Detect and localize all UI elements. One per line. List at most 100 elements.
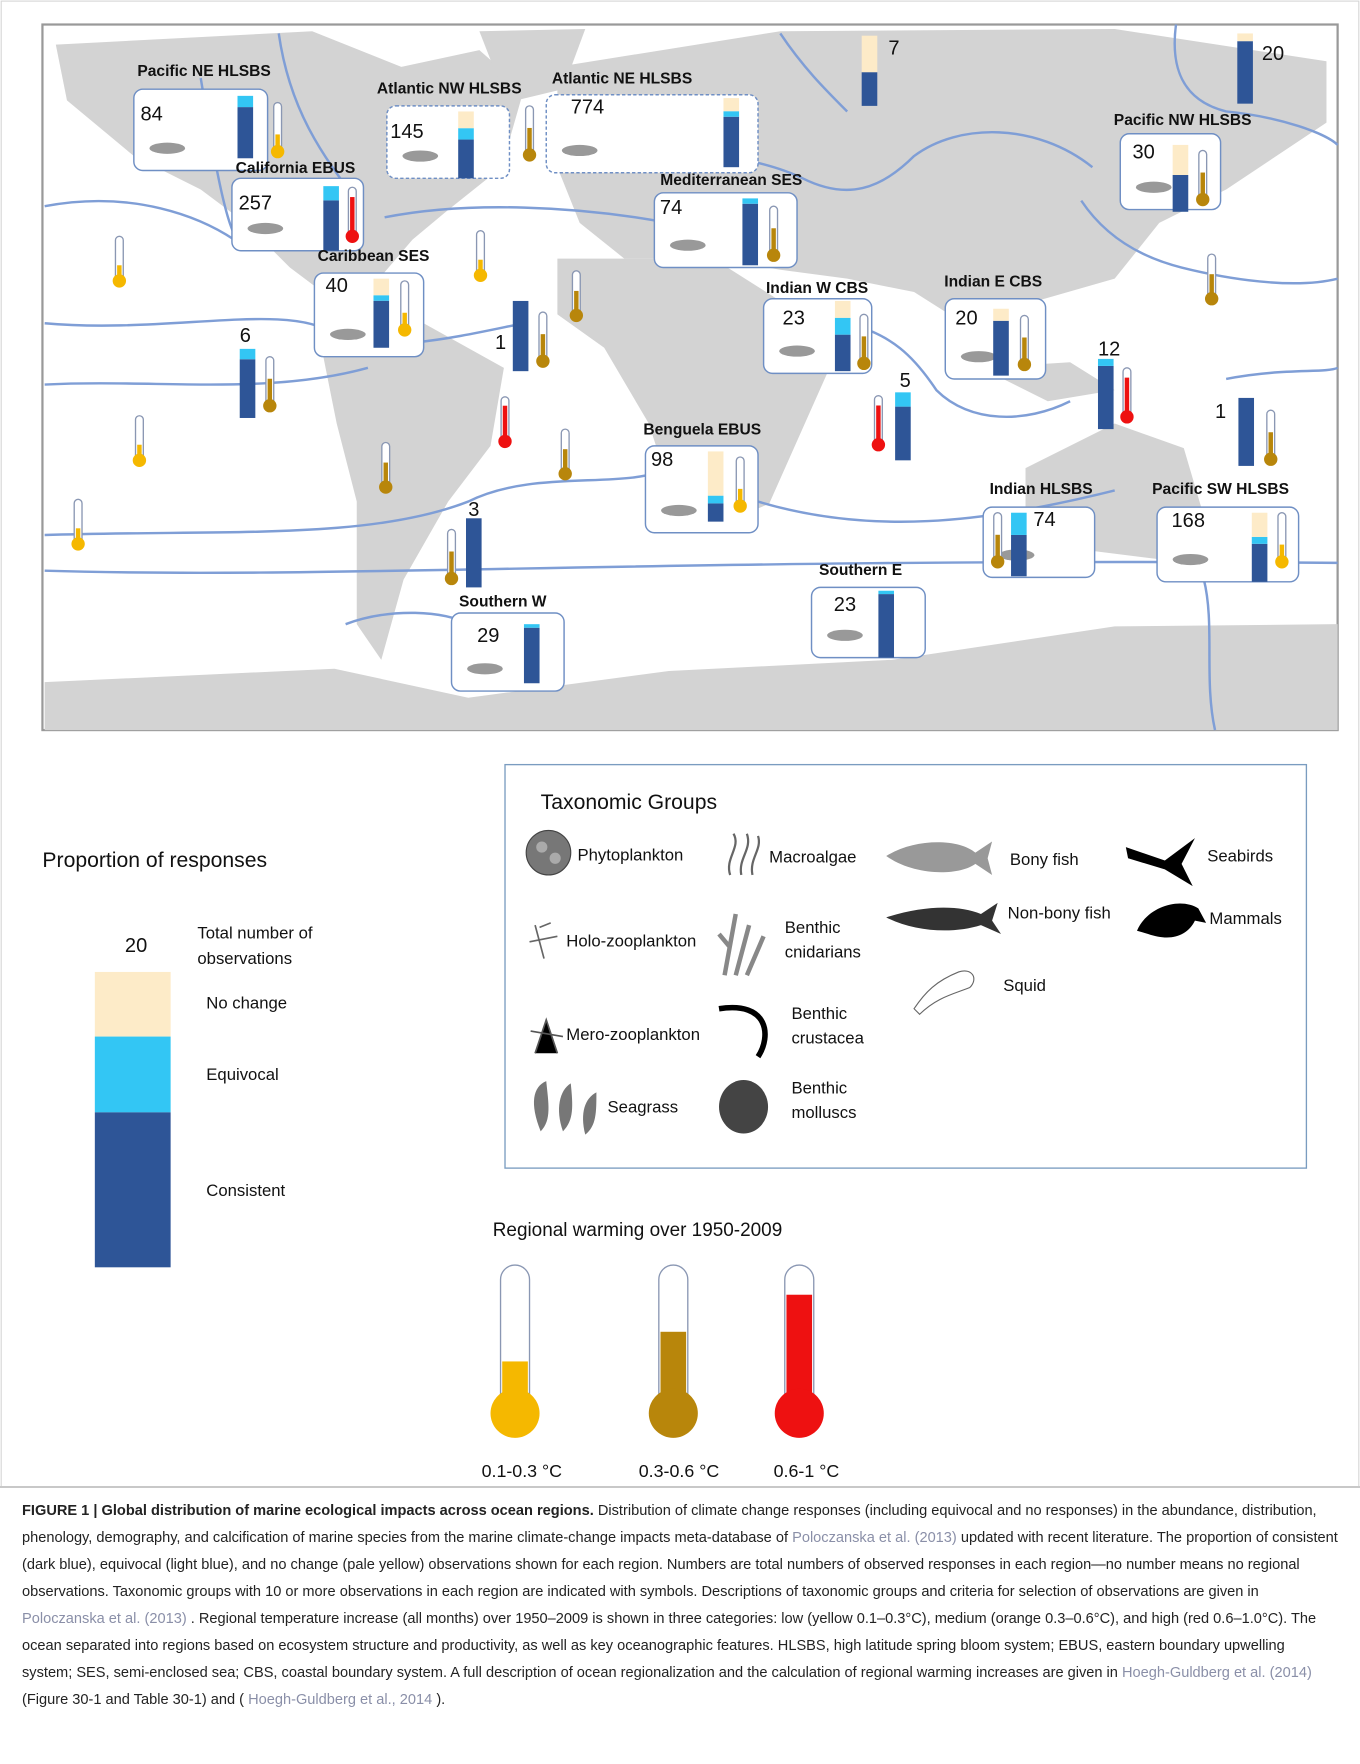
region-count: 145 — [390, 121, 423, 143]
region: Atlantic NW HLSBS 145 — [377, 81, 537, 180]
region: Pacific NW HLSBS 30 — [1114, 112, 1252, 212]
thermometer-bulb — [112, 274, 127, 288]
region: Southern W 29 — [450, 593, 565, 692]
region-count: 12 — [1098, 339, 1120, 361]
taxonomy-icons — [525, 829, 1207, 1135]
thermometer — [774, 1264, 824, 1438]
thermometer — [263, 356, 277, 413]
taxon-label: cnidarians — [785, 942, 861, 961]
proportion-legend: Proportion of responses 20 Total number … — [42, 849, 313, 1268]
warming-title: Regional warming over 1950-2009 — [493, 1220, 782, 1241]
thermometer-fill — [737, 488, 743, 507]
region: Mediterranean SES 74 — [653, 172, 802, 269]
thermometer — [1264, 409, 1278, 466]
legend-swatch — [94, 1036, 171, 1113]
proportion-segment — [237, 107, 254, 159]
proportion-segment — [742, 198, 759, 204]
region-count: 84 — [141, 103, 163, 125]
proportion-segment — [707, 503, 724, 522]
taxon-icon — [1135, 181, 1172, 193]
thermometer-fill — [540, 334, 546, 362]
thermometer — [648, 1264, 698, 1438]
legend-count: 20 — [125, 935, 147, 957]
thermometer-bulb — [498, 434, 512, 449]
thermometer-bulb — [379, 480, 393, 494]
thermometer — [1017, 314, 1032, 372]
thermometer — [112, 235, 127, 288]
region-count: 20 — [955, 307, 977, 329]
region-name: Atlantic NW HLSBS — [377, 81, 522, 98]
legend-swatch — [94, 1112, 171, 1268]
region: 7 — [861, 35, 900, 106]
proportion-segment — [895, 406, 911, 461]
taxon-icon — [1172, 553, 1209, 566]
thermometer-fill — [562, 449, 568, 474]
taxon-icon — [960, 351, 997, 363]
region-name: Pacific NE HLSBS — [137, 63, 270, 80]
caption-link[interactable]: Poloczanska et al. (2013) — [792, 1530, 957, 1546]
thermometer — [857, 313, 871, 371]
caption-link[interactable]: Poloczanska et al. (2013) — [22, 1611, 187, 1627]
thermometer-bulb — [345, 229, 359, 243]
taxon-label: Benthic — [785, 918, 841, 937]
thermometer-fill — [1022, 337, 1027, 365]
proportion-segment — [458, 111, 474, 129]
region-name: Atlantic NE HLSBS — [552, 71, 692, 88]
proportion-segment — [993, 308, 1009, 321]
thermometer-bulb — [473, 268, 488, 282]
region-count: 20 — [1262, 43, 1284, 65]
thermometer-fill — [350, 197, 355, 237]
proportion-segment — [834, 334, 851, 372]
thermometer — [569, 270, 584, 323]
proportion-segment — [1172, 174, 1189, 212]
taxonomy-box — [504, 763, 1308, 1169]
proportion-segment — [1172, 144, 1189, 175]
proportion-segment — [1237, 41, 1253, 104]
region: Caribbean SES 40 — [313, 248, 429, 358]
caption-link[interactable]: Hoegh-Guldberg et al., 2014 — [248, 1692, 433, 1708]
thermometer-bulb — [270, 144, 285, 159]
thermometer-fill — [478, 259, 483, 276]
proportion-segment — [1237, 33, 1253, 42]
thermometer-bulb — [648, 1388, 698, 1438]
thermometer-bulb — [990, 555, 1005, 569]
thermometer-fill — [137, 444, 142, 461]
thermometer — [444, 528, 459, 586]
region-count: 3 — [468, 499, 479, 521]
thermometer-fill — [1209, 274, 1214, 299]
proportion-segment — [1097, 365, 1114, 430]
region-count: 98 — [651, 449, 673, 471]
thermometer-fill — [527, 127, 532, 155]
caption-text: (Figure 30-1 and Table 30-1) and ( — [22, 1692, 245, 1708]
proportion-segment — [237, 95, 254, 108]
taxon-icon — [561, 144, 598, 157]
taxon-label: Seagrass — [608, 1097, 679, 1116]
proportion-segment — [1251, 536, 1268, 544]
proportion-segment — [523, 624, 540, 628]
thermometer-fill — [267, 378, 273, 406]
thermometer-bulb — [1264, 452, 1278, 466]
proportion-segment — [373, 295, 390, 301]
region: Pacific SW HLSBS 168 — [1152, 481, 1300, 583]
caption-link[interactable]: Hoegh-Guldberg et al. (2014) — [1121, 1665, 1312, 1681]
thermometer — [1120, 367, 1134, 424]
region: Indian E CBS 20 — [944, 273, 1047, 380]
region-name: Indian HLSBS — [990, 481, 1093, 498]
thermometer-bulb — [490, 1388, 540, 1438]
thermometer-bulb — [871, 438, 886, 452]
region: Atlantic NE HLSBS 774 — [545, 71, 759, 174]
legend-title: Proportion of responses — [42, 849, 267, 872]
thermometer-bulb — [522, 148, 537, 162]
thermometer — [871, 395, 886, 452]
proportion-segment — [878, 590, 895, 595]
taxon-icon — [330, 328, 366, 340]
proportion-segment — [1238, 397, 1255, 466]
thermometer-bulb — [857, 356, 871, 371]
taxon-label: Holo-zooplankton — [566, 931, 696, 950]
thermometer — [498, 396, 512, 449]
thermometer-bulb — [1275, 555, 1289, 569]
legend-count-label: Total number of — [197, 923, 312, 942]
caption-text: updated with recent literature. The prop… — [22, 1530, 1338, 1600]
thermometer-bulb — [766, 248, 781, 262]
thermometer-fill — [861, 336, 867, 364]
